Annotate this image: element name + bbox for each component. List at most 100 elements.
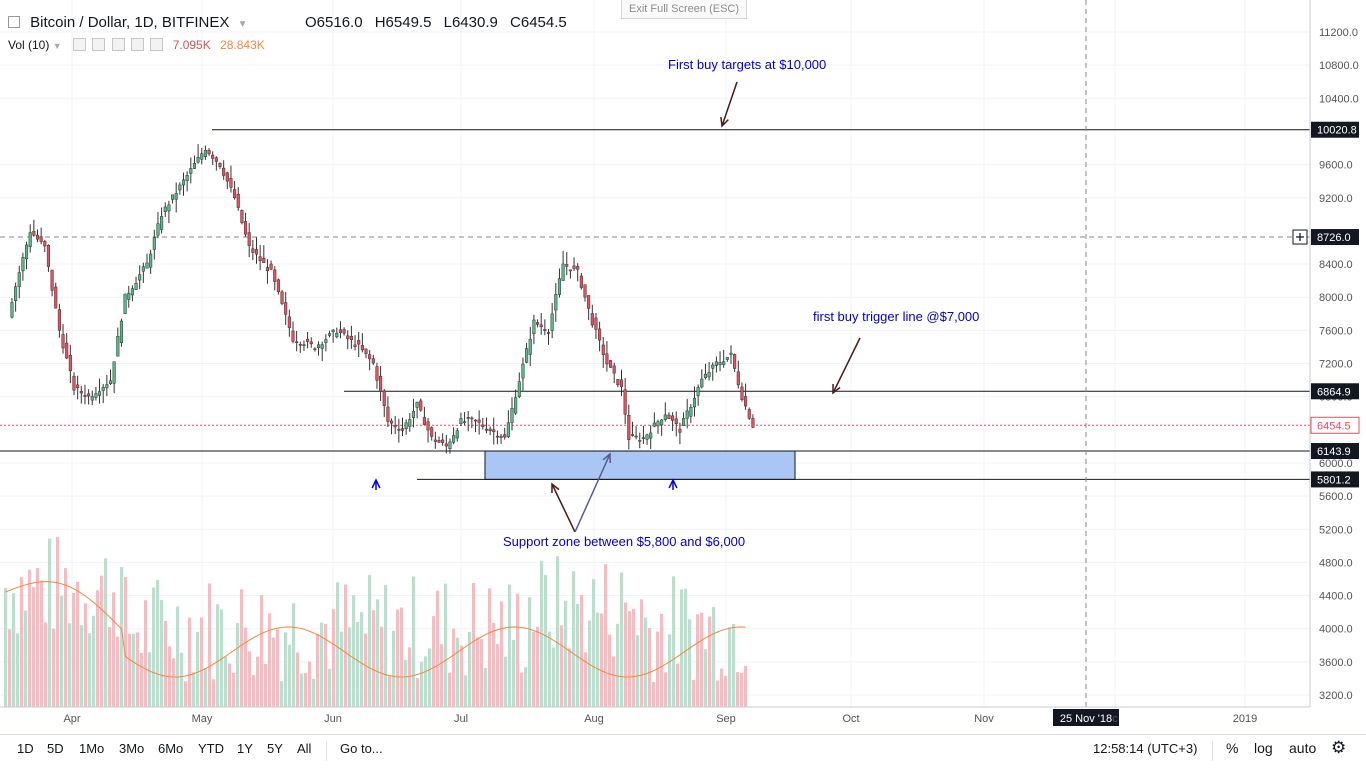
candle-body bbox=[740, 386, 744, 401]
candle-body bbox=[375, 366, 379, 381]
range-6mo-button[interactable]: 6Mo bbox=[158, 741, 184, 756]
volume-bar bbox=[116, 636, 120, 707]
collapse-icon[interactable] bbox=[8, 16, 20, 28]
candle-body bbox=[616, 379, 620, 385]
candle-body bbox=[444, 443, 448, 447]
candle-body bbox=[61, 334, 65, 349]
volume-bar bbox=[56, 536, 60, 707]
volume-bar bbox=[96, 590, 100, 707]
candle-body bbox=[667, 414, 671, 419]
volume-bar bbox=[184, 681, 188, 707]
volume-bar bbox=[376, 599, 380, 707]
candle-body bbox=[525, 348, 529, 363]
gear-icon[interactable] bbox=[92, 38, 106, 51]
volume-bar bbox=[36, 568, 40, 707]
candle-body bbox=[134, 283, 138, 290]
range-3mo-button[interactable]: 3Mo bbox=[119, 741, 145, 756]
volume-bar bbox=[324, 623, 328, 707]
time-tick-label: 2019 bbox=[1233, 713, 1257, 725]
range-1mo-button[interactable]: 1Mo bbox=[79, 741, 105, 756]
price-tag bbox=[1311, 471, 1359, 488]
volume-bar bbox=[668, 634, 672, 707]
volume-bar bbox=[708, 616, 712, 707]
candle-body bbox=[408, 419, 412, 427]
price-tick-label: 5200.0 bbox=[1319, 524, 1353, 536]
candle-body bbox=[729, 352, 733, 355]
price-tick-label: 10800.0 bbox=[1319, 60, 1359, 72]
candle-body bbox=[320, 344, 324, 349]
volume-bar bbox=[476, 637, 480, 707]
range-1d-button[interactable]: 1D bbox=[17, 741, 34, 756]
volume-bar bbox=[104, 558, 108, 707]
candle-body bbox=[28, 232, 32, 248]
candle-body bbox=[660, 419, 664, 426]
volume-bar bbox=[604, 564, 608, 707]
range-ytd-button[interactable]: YTD bbox=[198, 741, 224, 756]
eye-icon[interactable] bbox=[72, 38, 86, 51]
volume-bar bbox=[400, 607, 404, 707]
candle-body bbox=[240, 210, 244, 223]
candle-body bbox=[379, 375, 383, 392]
candle-body bbox=[25, 244, 29, 260]
volume-bar bbox=[564, 600, 568, 707]
chevron-down-icon[interactable]: ▼ bbox=[52, 41, 62, 51]
percent-scale-button[interactable]: % bbox=[1226, 740, 1239, 756]
candle-body bbox=[54, 286, 58, 309]
more-icon[interactable] bbox=[131, 38, 144, 51]
range-1y-button[interactable]: 1Y bbox=[237, 741, 253, 756]
candle-body bbox=[357, 340, 361, 345]
candle-body bbox=[371, 358, 375, 364]
volume-bar bbox=[584, 652, 588, 707]
range-5d-button[interactable]: 5D bbox=[47, 741, 64, 756]
volume-bar bbox=[108, 627, 112, 707]
volume-bar bbox=[356, 622, 360, 707]
volume-bar bbox=[612, 656, 616, 707]
goto-button[interactable]: Go to... bbox=[340, 741, 383, 756]
volume-bar bbox=[224, 656, 228, 707]
close-icon[interactable] bbox=[150, 38, 164, 51]
volume-bar bbox=[316, 633, 320, 707]
range-all-button[interactable]: All bbox=[297, 741, 312, 756]
plus-icon[interactable] bbox=[111, 38, 125, 51]
exit-fullscreen-button[interactable]: Exit Full Screen (ESC) bbox=[621, 0, 748, 19]
candle-body bbox=[459, 418, 463, 425]
symbol-title[interactable]: Bitcoin / Dollar, 1D, BITFINEX ▼ bbox=[8, 14, 247, 31]
candle-body bbox=[543, 329, 547, 331]
volume-bar bbox=[72, 592, 76, 707]
time-tick-label: Aug bbox=[584, 713, 604, 725]
range-5y-button[interactable]: 5Y bbox=[267, 741, 283, 756]
annotation-arrow bbox=[832, 383, 841, 395]
log-scale-button[interactable]: log bbox=[1254, 740, 1273, 756]
candle-body bbox=[141, 266, 145, 272]
candle-body bbox=[514, 397, 518, 414]
volume-bar bbox=[336, 582, 340, 707]
candle-body bbox=[499, 435, 503, 438]
candle-body bbox=[346, 335, 350, 339]
price-tick-label: 9600.0 bbox=[1319, 160, 1353, 172]
auto-scale-button[interactable]: auto bbox=[1289, 740, 1317, 756]
candle-body bbox=[145, 262, 149, 269]
price-chart[interactable]: First buy targets at $10,000 first buy tr… bbox=[0, 0, 1366, 734]
volume-bar bbox=[684, 588, 688, 707]
volume-bar bbox=[384, 584, 388, 707]
candle-body bbox=[678, 428, 682, 433]
candle-body bbox=[641, 437, 645, 439]
candle-body bbox=[284, 302, 288, 315]
volume-bar bbox=[148, 652, 152, 707]
volume-bar bbox=[740, 673, 744, 707]
candle-body bbox=[152, 237, 156, 250]
volume-bar bbox=[296, 652, 300, 707]
volume-bar bbox=[452, 628, 456, 707]
gear-icon[interactable]: ⚙ bbox=[1331, 738, 1347, 757]
volume-ma-value: 28.843K bbox=[220, 38, 265, 52]
volume-bar bbox=[192, 672, 196, 707]
volume-bar bbox=[416, 678, 420, 707]
candle-body bbox=[747, 409, 751, 419]
candle-body bbox=[477, 419, 481, 423]
annotation-arrow bbox=[721, 81, 738, 127]
time-tick-label: Sep bbox=[716, 713, 736, 725]
volume-bar bbox=[556, 556, 560, 707]
volume-bar bbox=[32, 587, 36, 707]
volume-bar bbox=[180, 652, 184, 707]
chevron-down-icon[interactable]: ▼ bbox=[237, 19, 248, 30]
